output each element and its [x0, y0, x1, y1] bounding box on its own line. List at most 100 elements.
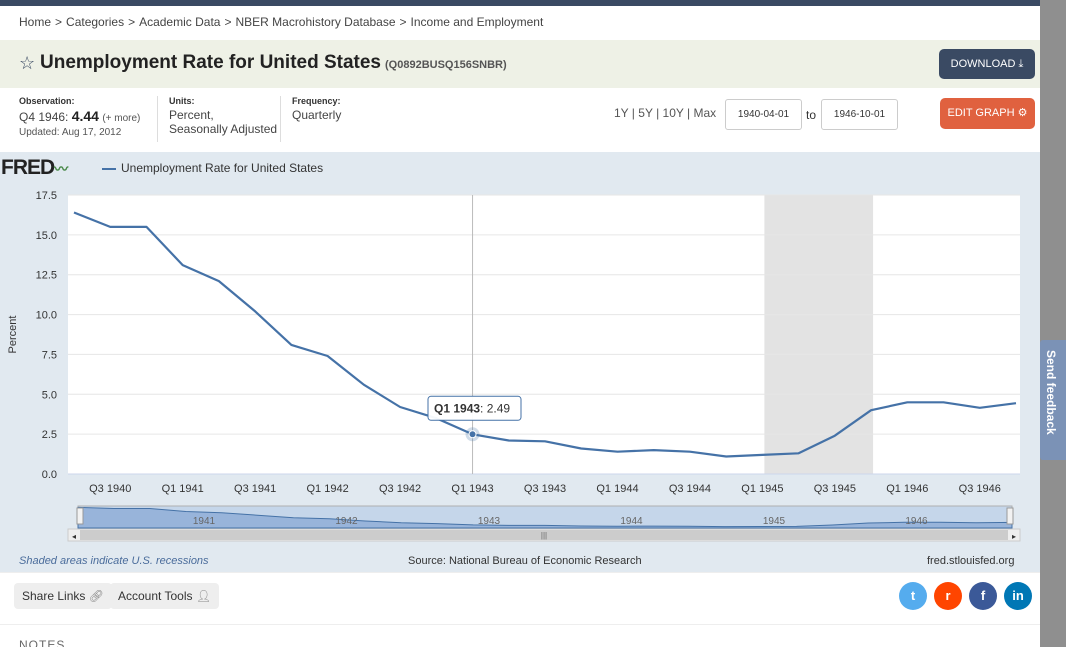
x-tick-label: Q1 1944: [596, 483, 638, 495]
series-title: Unemployment Rate for United States: [40, 52, 381, 73]
range-5y[interactable]: 5Y: [638, 106, 653, 120]
frequency-value: Quarterly: [292, 108, 342, 122]
tooltip-value: 2.49: [487, 401, 511, 415]
share-links-label: Share Links: [22, 589, 86, 603]
navigator-scrollbar-thumb[interactable]: [80, 530, 1008, 540]
tooltip-sep: :: [480, 401, 487, 415]
range-10y[interactable]: 10Y: [662, 106, 684, 120]
x-tick-label: Q1 1946: [886, 483, 928, 495]
y-tick-label: 17.5: [36, 190, 57, 202]
y-tick-label: 0.0: [42, 469, 57, 481]
line-chart[interactable]: 0.0 2.5 5.0 7.5 10.0 12.5 15.0 17.5 Percent Q3 19…: [0, 152, 1040, 552]
x-tick-label: Q1 1943: [451, 483, 493, 495]
title-band: ☆ Unemployment Rate for United States (Q0…: [0, 40, 1040, 88]
x-tick-label: Q3 1944: [669, 483, 711, 495]
date-to-input[interactable]: 1946-10-01: [821, 99, 898, 130]
scroll-left-icon: ◂: [72, 532, 76, 541]
breadcrumb-separator: >: [399, 15, 407, 29]
legend-label: Unemployment Rate for United States: [121, 161, 324, 175]
breadcrumb: Home > Categories > Academic Data > NBER Macro…: [19, 15, 543, 29]
breadcrumb-home[interactable]: Home: [19, 15, 52, 29]
breadcrumb-income[interactable]: Income and Employment: [410, 15, 544, 29]
recession-note: Shaded areas indicate U.S. recessions: [19, 555, 209, 567]
observation-label: Observation:: [19, 96, 75, 106]
browser-scrollbar[interactable]: [1040, 0, 1066, 647]
units-label: Units:: [169, 96, 195, 106]
facebook-icon[interactable]: f: [969, 582, 997, 610]
x-tick-label: Q1 1941: [162, 483, 204, 495]
breadcrumb-separator: >: [128, 15, 136, 29]
breadcrumb-categories[interactable]: Categories: [66, 15, 125, 29]
breadcrumb-nber[interactable]: NBER Macrohistory Database: [235, 15, 396, 29]
link-icon: 🔗︎: [88, 589, 104, 603]
navigator-handle-left[interactable]: [76, 507, 84, 525]
frequency-label: Frequency:: [292, 96, 341, 106]
edit-graph-button[interactable]: EDIT GRAPH ⚙: [940, 98, 1035, 129]
edit-graph-label: EDIT GRAPH: [947, 107, 1015, 119]
account-tools-label: Account Tools: [118, 589, 193, 603]
y-tick-label: 10.0: [36, 310, 57, 322]
navigator-label: 1941: [193, 516, 216, 527]
feedback-label: Send feedback: [1044, 350, 1058, 435]
y-tick-label: 12.5: [36, 270, 57, 282]
breadcrumb-separator: >: [55, 15, 63, 29]
units-line1: Percent,: [169, 108, 214, 122]
observation-period: Q4 1946:: [19, 110, 69, 124]
navigator-label: 1945: [763, 516, 786, 527]
user-icon: 👤︎: [195, 589, 212, 603]
tooltip-box: [427, 395, 522, 421]
notes-heading: NOTES: [19, 638, 66, 647]
tooltip-text: Q1 1943: 2.49: [434, 401, 510, 415]
y-tick-label: 7.5: [42, 349, 57, 361]
y-tick-label: 2.5: [42, 429, 57, 441]
data-point: [468, 430, 477, 439]
fred-logo-text: FRED: [1, 156, 55, 179]
date-from-input[interactable]: 1940-04-01: [725, 99, 802, 130]
y-tick-label: 5.0: [42, 389, 57, 401]
scroll-right-icon: ▸: [1012, 532, 1016, 541]
units-line2: Seasonally Adjusted: [169, 122, 278, 136]
site-link[interactable]: fred.stlouisfed.org: [927, 555, 1015, 567]
navigator-label: 1946: [905, 516, 928, 527]
navigator-series: [77, 506, 1013, 529]
x-tick-label: Q1 1945: [741, 483, 783, 495]
fred-chart-icon: 〰: [54, 161, 68, 177]
breadcrumb-academic-data[interactable]: Academic Data: [139, 15, 221, 29]
gear-icon: ⚙: [1017, 107, 1028, 119]
to-label: to: [806, 108, 817, 122]
notes-divider: [0, 624, 1040, 625]
download-icon: ⤓: [1018, 58, 1024, 70]
twitter-icon[interactable]: t: [899, 582, 927, 610]
frequency-block: Frequency: Quarterly: [292, 96, 341, 122]
plot-background: [68, 195, 1020, 474]
send-feedback-tab[interactable]: Send feedback: [1040, 340, 1066, 460]
x-tick-label: Q3 1940: [89, 483, 131, 495]
observation-value: 4.44: [71, 108, 99, 124]
share-links-button[interactable]: Share Links 🔗︎: [14, 583, 112, 609]
updated-date: Updated: Aug 17, 2012: [19, 127, 122, 138]
top-nav-bar: [0, 0, 1040, 6]
download-label: DOWNLOAD: [950, 58, 1016, 70]
meta-divider: [157, 96, 158, 142]
tooltip-period: Q1 1943: [434, 401, 480, 415]
legend-swatch: [102, 168, 116, 170]
series-id: (Q0892BUSQ156SNBR): [385, 59, 507, 71]
star-icon[interactable]: ☆: [19, 53, 36, 73]
more-link[interactable]: (+ more): [102, 113, 141, 124]
linkedin-icon[interactable]: in: [1004, 582, 1032, 610]
navigator-label: 1944: [620, 516, 643, 527]
download-button[interactable]: DOWNLOAD ⤓: [939, 49, 1035, 79]
range-max[interactable]: Max: [693, 106, 717, 120]
range-1y[interactable]: 1Y: [614, 106, 629, 120]
fred-logo: FRED〰: [1, 156, 68, 180]
recession-shade: [764, 195, 874, 474]
page-title: Unemployment Rate for United States (Q089…: [40, 52, 507, 74]
grip-icon: |||: [541, 531, 547, 540]
y-axis-label: Percent: [7, 316, 19, 354]
section-divider: [0, 572, 1040, 573]
reddit-icon[interactable]: r: [934, 582, 962, 610]
account-tools-button[interactable]: Account Tools 👤︎: [110, 583, 220, 609]
units-block: Units: Percent, Seasonally Adjusted: [169, 96, 277, 136]
navigator-handle-right[interactable]: [1006, 507, 1014, 525]
navigator-label: 1942: [335, 516, 358, 527]
